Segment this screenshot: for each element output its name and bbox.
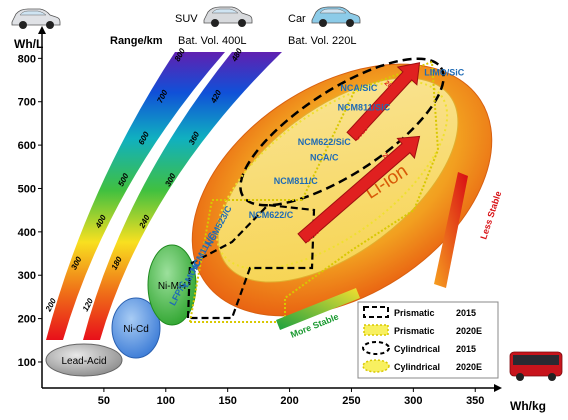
electric-car-icon	[311, 6, 361, 27]
range-header: Range/km	[110, 35, 163, 47]
y-tick-label-100: 100	[18, 357, 36, 369]
legend-year-0: 2015	[456, 308, 476, 318]
li-ion-inner-region	[217, 77, 459, 283]
electric-car-icon-window	[319, 8, 347, 14]
x-axis-label: Wh/kg	[510, 399, 546, 413]
y-axis-arrow	[38, 26, 46, 34]
x-axis-arrow	[494, 384, 502, 392]
x-tick-label-150: 150	[218, 395, 236, 407]
y-tick-label-400: 400	[18, 227, 36, 239]
range-band-suv	[46, 52, 225, 340]
compact-car-icon-wheel-rear	[46, 21, 54, 29]
range-band-car	[83, 52, 282, 340]
y-axis-label: Wh/L	[14, 37, 43, 51]
legend: Prismatic 2015 Prismatic 2020E Cylindrical 20…	[357, 301, 499, 379]
bus-icon-wheel-front	[516, 373, 524, 381]
y-tick-label-800: 800	[18, 53, 36, 65]
y-tick-label-200: 200	[18, 314, 36, 326]
suv-icon-wheel-rear	[238, 19, 246, 27]
electric-car-icon-wheel-rear	[346, 19, 354, 27]
chemistry-label-lead-acid: Lead-Acid	[61, 356, 106, 367]
trend-arrow-0	[297, 135, 421, 244]
cell-format-outlines	[186, 57, 449, 323]
less-stable-label: Less Stable	[478, 190, 503, 241]
x-tick-label-300: 300	[404, 395, 422, 407]
bus-icon-wheel-rear	[548, 373, 556, 381]
suv-icon-window	[211, 8, 239, 14]
cell-type-nca-sic: NCA/SiC	[340, 83, 378, 93]
y-tick-label-500: 500	[18, 183, 36, 195]
chemistry-label-ni-cd: Ni-Cd	[123, 324, 149, 335]
suv-icon-wheel-front	[211, 19, 219, 27]
cell-type-nca-c: NCA/C	[310, 152, 339, 162]
legend-swatch-3	[362, 359, 390, 373]
legend-label-2: Cylindrical	[394, 344, 440, 354]
x-tick-label-350: 350	[466, 395, 484, 407]
cylindrical-2015-outline	[239, 57, 445, 207]
cell-type-ncm622-sic: NCM622/SiC	[298, 137, 352, 147]
trend-arrow-1	[346, 62, 421, 142]
prismatic-2015-outline	[186, 203, 316, 320]
legend-label-1: Prismatic	[394, 326, 435, 336]
legend-year-1: 2020E	[456, 326, 482, 336]
x-tick-label-50: 50	[98, 395, 110, 407]
electric-car-icon-wheel-front	[319, 19, 327, 27]
x-tick-label-100: 100	[157, 395, 175, 407]
vehicle-icons	[11, 6, 563, 381]
legend-label-3: Cylindrical	[394, 362, 440, 372]
y-tick-label-600: 600	[18, 140, 36, 152]
legend-year-3: 2020E	[456, 362, 482, 372]
compact-car-icon-window	[19, 10, 47, 16]
axes: 100 200 300 400 500 600 700 800 50 100 150 200 250 30…	[18, 26, 502, 407]
suv-volume-label: Bat. Vol. 400L	[178, 35, 247, 47]
legend-swatch-2	[362, 341, 390, 355]
cell-type-limo-sic: LIMO/SiC	[424, 68, 464, 78]
bus-icon-windows	[513, 355, 559, 365]
lead-acid-region	[45, 343, 123, 377]
car-volume-label: Bat. Vol. 220L	[288, 35, 357, 47]
suv-label: SUV	[175, 13, 198, 25]
cell-type-ncm811-sic: NCM811/SiC	[338, 102, 391, 112]
chemistry-label-ni-mh: Ni-MH	[158, 281, 186, 292]
legend-label-0: Prismatic	[394, 308, 435, 318]
compact-car-icon	[11, 8, 61, 29]
car-label: Car	[288, 13, 306, 25]
trend-arrow-body-0	[297, 135, 421, 244]
cylindrical-2020e-outline	[215, 80, 449, 270]
cell-type-ncm811-c: NCM811/C	[274, 176, 319, 186]
less-stable-bar	[434, 172, 468, 288]
x-tick-label-200: 200	[280, 395, 298, 407]
legend-swatch-1	[363, 324, 389, 336]
more-stable-bar	[276, 288, 360, 330]
compact-car-icon-wheel-front	[19, 21, 27, 29]
legend-year-2: 2015	[456, 344, 476, 354]
bus-icon	[509, 351, 563, 381]
legend-swatch-0	[363, 306, 389, 318]
y-tick-label-300: 300	[18, 270, 36, 282]
ni-cd-region	[111, 297, 161, 359]
y-tick-label-700: 700	[18, 97, 36, 109]
cell-type-ncm622-c: NCM622/C	[249, 210, 294, 220]
suv-icon	[203, 6, 253, 27]
trend-arrow-body-1	[346, 62, 421, 142]
x-tick-label-250: 250	[342, 395, 360, 407]
